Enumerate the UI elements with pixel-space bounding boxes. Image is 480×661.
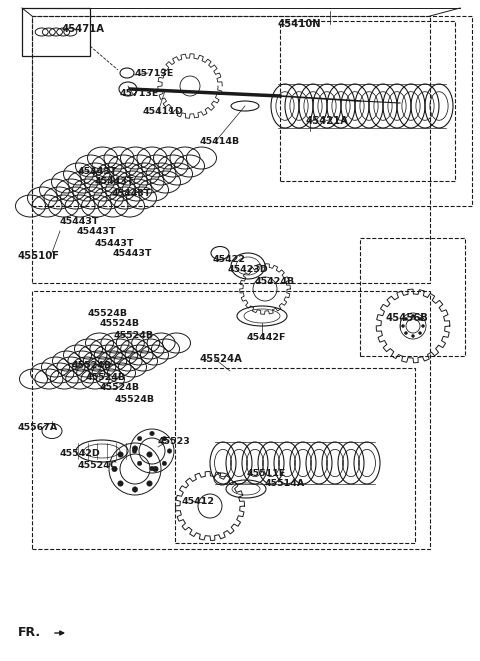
Text: 45524B: 45524B	[86, 373, 126, 381]
Circle shape	[137, 436, 142, 441]
Text: 45421A: 45421A	[305, 116, 348, 126]
Circle shape	[401, 325, 405, 327]
Text: 45524B: 45524B	[114, 330, 154, 340]
Text: 45443T: 45443T	[60, 217, 99, 225]
Circle shape	[162, 461, 167, 465]
Circle shape	[132, 486, 138, 492]
Text: 45443T: 45443T	[112, 188, 152, 198]
Bar	[32, 16, 430, 283]
Circle shape	[147, 481, 152, 486]
Text: 45424B: 45424B	[255, 278, 295, 286]
Text: 45524B: 45524B	[88, 309, 128, 317]
Circle shape	[167, 449, 172, 453]
Text: 45442F: 45442F	[247, 334, 287, 342]
Text: 45567A: 45567A	[18, 424, 58, 432]
Text: 45471A: 45471A	[62, 24, 105, 34]
Text: 45443T: 45443T	[78, 167, 118, 176]
Circle shape	[112, 466, 117, 472]
Text: 45524B: 45524B	[100, 319, 140, 329]
Circle shape	[150, 431, 154, 436]
Text: 45443T: 45443T	[95, 239, 134, 247]
Text: 45524C: 45524C	[78, 461, 118, 469]
Bar	[32, 291, 430, 549]
Circle shape	[147, 451, 152, 457]
Text: 45514A: 45514A	[265, 479, 305, 488]
Circle shape	[118, 481, 123, 486]
Text: 45414B: 45414B	[200, 137, 240, 147]
Bar	[22, 8, 90, 56]
Circle shape	[405, 332, 408, 334]
Bar	[32, 16, 472, 206]
Bar	[360, 238, 465, 356]
Text: 45524B: 45524B	[72, 362, 112, 371]
Text: 45510F: 45510F	[18, 251, 60, 261]
Text: 45410N: 45410N	[278, 19, 322, 29]
Circle shape	[411, 334, 415, 338]
Text: 45713E: 45713E	[135, 69, 174, 77]
Text: 45524A: 45524A	[200, 354, 243, 364]
Circle shape	[419, 332, 421, 334]
Circle shape	[421, 325, 424, 327]
Circle shape	[150, 466, 154, 471]
Circle shape	[132, 449, 137, 453]
Circle shape	[162, 436, 167, 441]
Circle shape	[411, 315, 415, 317]
Text: 45523: 45523	[158, 436, 191, 446]
Bar	[175, 368, 415, 543]
Text: 45412: 45412	[182, 496, 215, 506]
Text: 45713E: 45713E	[120, 89, 159, 98]
Text: 45524B: 45524B	[100, 383, 140, 393]
Text: 45443T: 45443T	[95, 178, 134, 186]
Text: 45456B: 45456B	[385, 313, 428, 323]
Text: 45411D: 45411D	[143, 108, 184, 116]
Text: FR.: FR.	[18, 627, 41, 639]
Text: 45423D: 45423D	[228, 266, 269, 274]
Text: 45542D: 45542D	[60, 449, 101, 457]
Circle shape	[132, 446, 138, 451]
Text: 45443T: 45443T	[77, 227, 117, 237]
Text: 45443T: 45443T	[113, 249, 153, 258]
Circle shape	[153, 466, 158, 472]
Text: 45511E: 45511E	[247, 469, 287, 477]
Circle shape	[419, 317, 421, 321]
Bar	[280, 21, 455, 181]
Text: 45422: 45422	[213, 254, 246, 264]
Text: 45524B: 45524B	[115, 395, 155, 403]
Circle shape	[118, 451, 123, 457]
Circle shape	[405, 317, 408, 321]
Circle shape	[137, 461, 142, 465]
